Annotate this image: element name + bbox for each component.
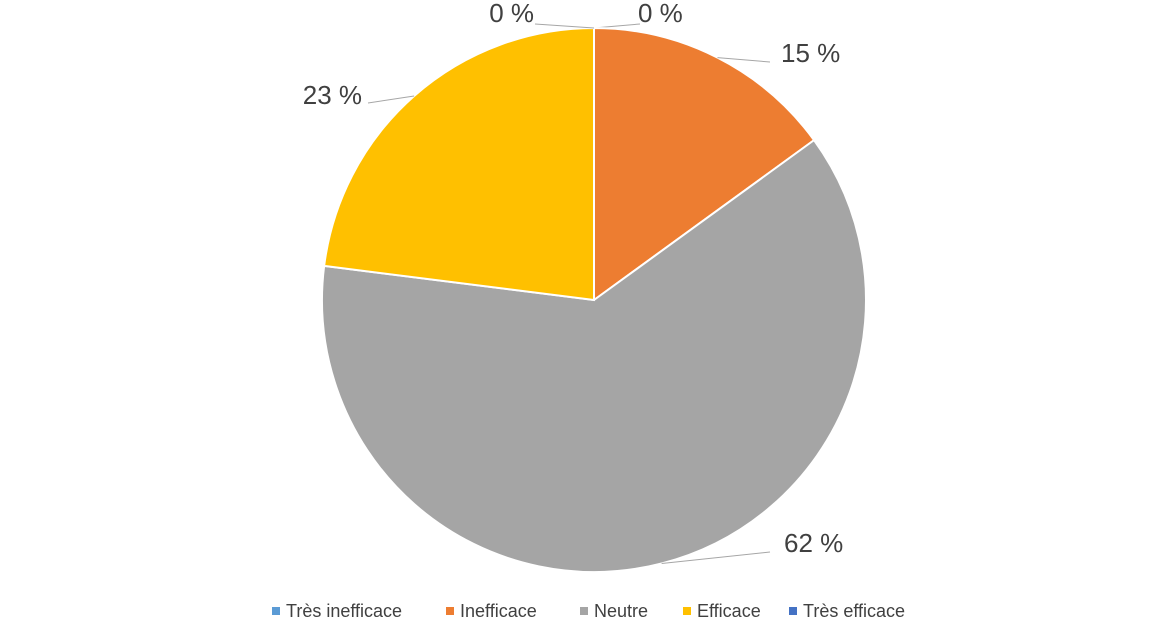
legend-label: Neutre: [594, 601, 648, 621]
data-label: 23 %: [303, 80, 362, 110]
pie-slice: [593, 26, 816, 302]
legend-label: Efficace: [697, 601, 761, 621]
pie-slice: [323, 26, 595, 302]
legend-label: Très efficace: [803, 601, 905, 621]
leader-line: [534, 23, 595, 29]
leader-line: [661, 551, 771, 564]
legend-label: Très inefficace: [286, 601, 402, 621]
legend-label: Inefficace: [460, 601, 537, 621]
legend-marker: [272, 607, 280, 615]
leader-line: [717, 57, 771, 63]
data-label: 15 %: [781, 38, 840, 68]
legend-marker: [789, 607, 797, 615]
legend-marker: [446, 607, 454, 615]
data-label: 62 %: [784, 528, 843, 558]
legend-marker: [683, 607, 691, 615]
legend-marker: [580, 607, 588, 615]
data-label: 0 %: [638, 0, 683, 28]
data-label: 0 %: [489, 0, 534, 28]
leader-line: [367, 95, 415, 104]
